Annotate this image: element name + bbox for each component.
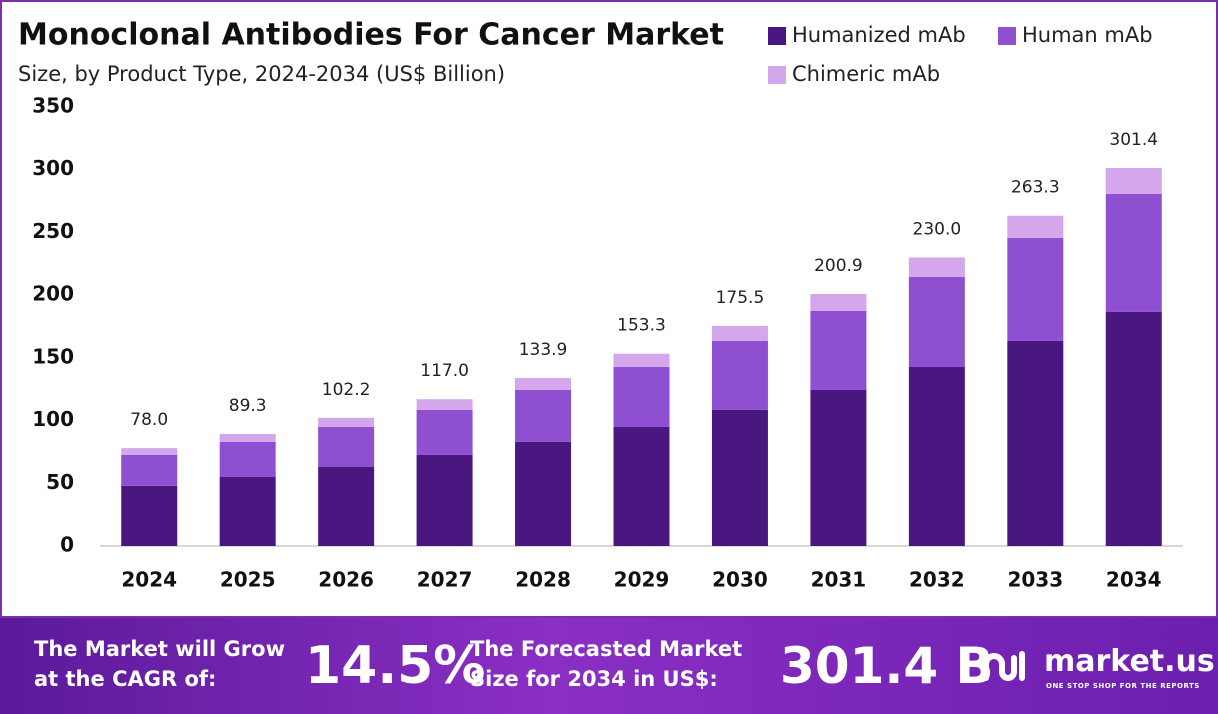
bar-segment (318, 426, 375, 467)
total-label: 153.3 (617, 316, 666, 336)
bar-segment (416, 454, 473, 546)
cagr-line: at the CAGR of: (34, 667, 217, 691)
legend-label: Human mAb (1022, 23, 1153, 47)
x-tick-label: 2031 (811, 568, 867, 592)
bar-segment (121, 485, 178, 546)
cagr-line: The Market will Grow (34, 637, 285, 661)
bar-segment (1007, 237, 1064, 341)
bar-segment (1105, 193, 1162, 312)
bar-segment (318, 466, 375, 546)
x-tick-label: 2032 (909, 568, 965, 592)
bar-segment (121, 454, 178, 486)
total-label: 133.9 (519, 340, 568, 360)
bar-segment (121, 448, 178, 455)
cagr-text: The Market will Grow at the CAGR of: (34, 634, 285, 694)
bar-segment (219, 433, 276, 442)
bar-segment (1105, 311, 1162, 546)
y-tick-label: 50 (46, 470, 74, 494)
bar-segment (908, 367, 965, 546)
total-label: 117.0 (420, 361, 469, 381)
chart-title: Monoclonal Antibodies For Cancer Market (18, 18, 724, 53)
y-tick-label: 350 (32, 94, 74, 118)
total-label: 301.4 (1109, 130, 1158, 150)
y-tick-label: 0 (60, 533, 74, 557)
total-label: 78.0 (130, 410, 168, 430)
y-tick-label: 100 (32, 407, 74, 431)
logo-icon (983, 651, 1025, 681)
chart-border (0, 0, 1218, 618)
bar-segment (810, 389, 867, 546)
legend-swatch (998, 27, 1016, 45)
x-tick-label: 2034 (1106, 568, 1162, 592)
bar-segment (810, 294, 867, 311)
y-tick-label: 200 (32, 282, 74, 306)
bar-segment (416, 409, 473, 455)
bar-segment (318, 417, 375, 427)
bar-segment (219, 441, 276, 478)
footer: The Market will Grow at the CAGR of: 14.5… (0, 618, 1218, 714)
bar-segment (711, 340, 768, 410)
y-tick-label: 150 (32, 344, 74, 368)
bar-segment (613, 426, 670, 546)
bar-segment (1007, 215, 1064, 238)
x-tick-label: 2024 (121, 568, 177, 592)
bar-segment (711, 409, 768, 546)
bar-segment (908, 276, 965, 368)
chart: Monoclonal Antibodies For Cancer Market … (0, 0, 1218, 618)
bar-segment (810, 310, 867, 390)
bar-segment (515, 378, 572, 390)
y-tick-label: 250 (32, 219, 74, 243)
legend-label: Chimeric mAb (792, 62, 940, 86)
bar-segment (219, 477, 276, 546)
forecast-value: 301.4 B (780, 637, 994, 695)
bar-segment (711, 325, 768, 341)
forecast-text: The Forecasted Market Size for 2034 in US… (470, 634, 742, 694)
legend-swatch (768, 27, 786, 45)
bar-segment (613, 353, 670, 368)
cagr-value: 14.5% (305, 636, 486, 696)
forecast-line: The Forecasted Market (470, 637, 743, 661)
total-label: 175.5 (716, 288, 765, 308)
x-tick-label: 2033 (1007, 568, 1063, 592)
x-tick-label: 2026 (318, 568, 374, 592)
y-tick-label: 300 (32, 156, 74, 180)
x-tick-label: 2025 (220, 568, 276, 592)
tagline: ONE STOP SHOP FOR THE REPORTS (1046, 682, 1200, 690)
total-label: 263.3 (1011, 178, 1060, 198)
legend: Humanized mAb Human mAb Chimeric mAb (768, 23, 1153, 86)
chart-subtitle: Size, by Product Type, 2024-2034 (US$ Bi… (18, 62, 505, 86)
bar-segment (908, 257, 965, 277)
legend-label: Humanized mAb (792, 23, 966, 47)
x-tick-label: 2028 (515, 568, 571, 592)
legend-swatch (768, 66, 786, 84)
x-tick-label: 2029 (614, 568, 670, 592)
forecast-line: Size for 2034 in US$: (470, 667, 718, 691)
x-tick-label: 2030 (712, 568, 768, 592)
logo: market.us (1044, 644, 1215, 679)
bar-segment (1105, 167, 1162, 194)
x-tick-label: 2027 (417, 568, 473, 592)
bar-segment (416, 399, 473, 410)
total-label: 89.3 (229, 396, 267, 416)
bar-segment (1007, 340, 1064, 546)
total-label: 230.0 (913, 220, 962, 240)
total-label: 200.9 (814, 256, 863, 276)
bar-segment (515, 441, 572, 546)
bar-segment (613, 367, 670, 427)
bar-segment (515, 389, 572, 442)
total-label: 102.2 (322, 380, 371, 400)
